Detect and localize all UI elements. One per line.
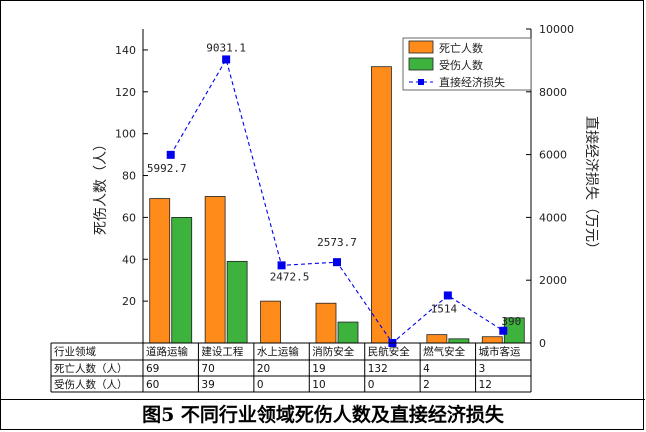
marker-economic-loss [166,150,175,159]
table-cell: 0 [257,379,264,391]
bar-injuries [226,260,248,344]
table-cell: 60 [146,379,159,391]
y-tick-label: 100 [115,128,136,141]
table-cell: 70 [201,363,214,375]
table-cell: 10 [312,379,325,391]
bar-deaths [204,196,226,344]
marker-economic-loss [222,55,231,64]
y2-tick-label: 10000 [539,23,574,36]
table-category: 道路运输 [146,345,188,358]
table-cell: 12 [479,379,492,391]
bar-injuries [448,338,470,344]
data-label-economic-loss: 1514 [431,302,458,315]
table-row-label: 受伤人数（人） [54,378,128,391]
table-category: 建设工程 [201,345,243,358]
table-category: 城市客运 [479,345,521,358]
bar-deaths [481,336,503,344]
bar-injuries [337,321,359,344]
table-cell: 2 [423,379,430,391]
y2-tick-label: 0 [539,337,546,350]
table-category: 民航安全 [368,345,410,358]
data-label-economic-loss: 9031.1 [206,41,246,54]
bar-deaths [260,300,281,344]
legend-entry: 死亡人数 [439,41,483,55]
table-cell: 132 [368,363,388,375]
bar-deaths [149,198,171,344]
bar-injuries [171,216,193,344]
data-label-economic-loss: 5992.7 [147,162,187,175]
table-row-label: 死亡人数（人） [54,362,128,375]
y-tick-label: 120 [115,86,136,99]
chart: 204060801001201400200040006000800010000死… [50,23,600,393]
figure-caption: 图5 不同行业领域死伤人数及直接经济损失 [1,399,645,432]
bar-deaths [371,66,392,344]
table-category: 消防安全 [312,345,354,358]
table-cell: 69 [146,363,159,375]
marker-economic-loss [443,291,452,300]
table-cell: 19 [312,363,325,375]
legend-entry: 直接经济损失 [439,75,505,89]
y-tick-label: 40 [122,253,136,266]
table-category: 燃气安全 [423,345,465,358]
legend-swatch [408,57,434,71]
y2-tick-label: 2000 [539,274,567,287]
y2-axis-title: 直接经济损失（万元） [583,116,600,256]
table-cell: 0 [368,379,375,391]
marker-economic-loss [277,261,286,270]
table-cell: 39 [201,379,214,391]
y2-tick-label: 4000 [539,211,567,224]
bar-deaths [426,334,448,344]
marker-economic-loss [499,326,508,335]
data-label-economic-loss: 390 [501,315,521,328]
y-axis-title: 死伤人数（人） [93,137,109,235]
y2-tick-label: 6000 [539,149,567,162]
data-label-economic-loss: 2472.5 [270,270,310,283]
y-tick-label: 20 [122,295,136,308]
legend-entry: 受伤人数 [439,59,483,72]
y2-tick-label: 8000 [539,86,567,99]
y-tick-label: 140 [115,44,136,57]
table-category: 水上运输 [257,345,299,358]
y-tick-label: 80 [122,170,136,183]
table-cell: 3 [479,363,486,375]
y-tick-label: 60 [122,211,136,224]
data-label-economic-loss: 2573.7 [317,236,357,249]
bar-deaths [315,302,337,344]
legend-swatch [408,40,434,54]
table-cell: 20 [257,363,270,375]
table-cell: 4 [423,363,430,375]
table-header: 行业领域 [54,345,96,358]
marker-economic-loss [333,258,341,267]
legend-marker [418,79,424,85]
